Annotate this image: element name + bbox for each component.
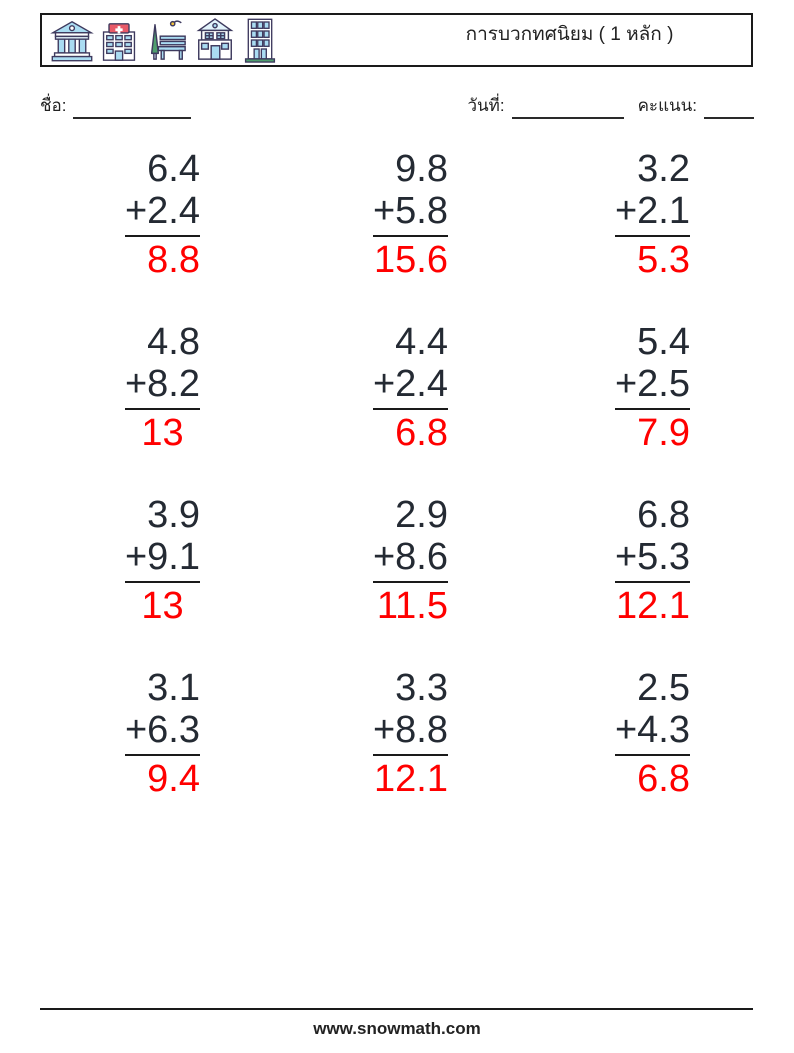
problem: 3.1 +6.3 9.4 xyxy=(24,667,272,800)
addend-top: 3.1 xyxy=(147,667,200,709)
footer-divider xyxy=(40,1008,753,1010)
addend-bottom: +6.3 xyxy=(124,709,200,756)
problem: 4.8 +8.2 13 xyxy=(24,321,272,454)
answer: 13 xyxy=(141,412,184,454)
addend-top: 6.8 xyxy=(637,494,690,536)
addend-bottom: +2.5 xyxy=(614,363,690,410)
addend-bottom: +2.4 xyxy=(372,363,448,410)
addend-top: 6.4 xyxy=(147,148,200,190)
date-field: วันที่: xyxy=(467,92,624,119)
addend-bottom: +9.1 xyxy=(124,536,200,583)
name-field: ชื่อ: xyxy=(40,92,192,119)
addend-bottom: +4.3 xyxy=(614,709,690,756)
office-building-icon xyxy=(242,17,278,63)
problem: 9.8 +5.8 15.6 xyxy=(272,148,520,281)
date-score-group: วันที่: คะแนน: xyxy=(467,92,754,119)
answer: 12.1 xyxy=(374,758,448,800)
addend-top: 4.4 xyxy=(395,321,448,363)
problem: 3.2 +2.1 5.3 xyxy=(520,148,768,281)
worksheet-header: การบวกทศนิยม ( 1 หลัก ) xyxy=(40,13,753,67)
date-blank-line xyxy=(511,102,624,119)
addend-top: 5.4 xyxy=(637,321,690,363)
bank-icon xyxy=(50,19,94,63)
answer: 11.5 xyxy=(376,585,448,627)
problem: 2.9 +8.6 11.5 xyxy=(272,494,520,627)
logo xyxy=(42,17,278,65)
school-icon xyxy=(193,17,237,63)
info-fields: ชื่อ: วันที่: คะแนน: xyxy=(40,92,754,119)
problem: 2.5 +4.3 6.8 xyxy=(520,667,768,800)
answer: 8.8 xyxy=(147,239,200,281)
addend-top: 2.9 xyxy=(395,494,448,536)
addend-bottom: +2.4 xyxy=(124,190,200,237)
answer: 6.8 xyxy=(637,758,690,800)
addend-top: 3.9 xyxy=(147,494,200,536)
answer: 6.8 xyxy=(395,412,448,454)
date-label: วันที่: xyxy=(467,96,505,115)
problem: 6.4 +2.4 8.8 xyxy=(24,148,272,281)
website-link[interactable]: www.snowmath.com xyxy=(313,1019,481,1038)
addend-top: 2.5 xyxy=(637,667,690,709)
addend-top: 3.2 xyxy=(637,148,690,190)
answer: 12.1 xyxy=(616,585,690,627)
addend-bottom: +8.6 xyxy=(372,536,448,583)
addend-top: 9.8 xyxy=(395,148,448,190)
problem: 3.3 +8.8 12.1 xyxy=(272,667,520,800)
problem: 4.4 +2.4 6.8 xyxy=(272,321,520,454)
addend-bottom: +8.2 xyxy=(124,363,200,410)
problem-grid: 6.4 +2.4 8.8 9.8 +5.8 15.6 3.2 +2.1 5.3 … xyxy=(24,148,768,800)
park-icon xyxy=(144,17,188,63)
problem: 5.4 +2.5 7.9 xyxy=(520,321,768,454)
addend-bottom: +2.1 xyxy=(614,190,690,237)
name-blank-line xyxy=(73,102,192,119)
name-label: ชื่อ: xyxy=(40,96,67,115)
addend-top: 3.3 xyxy=(395,667,448,709)
problem: 6.8 +5.3 12.1 xyxy=(520,494,768,627)
answer: 13 xyxy=(141,585,184,627)
worksheet-title: การบวกทศนิยม ( 1 หลัก ) xyxy=(465,24,674,45)
addend-bottom: +5.8 xyxy=(372,190,448,237)
score-blank-line xyxy=(704,102,754,119)
addend-bottom: +5.3 xyxy=(614,536,690,583)
score-label: คะแนน: xyxy=(637,96,697,115)
score-field: คะแนน: xyxy=(638,92,754,119)
problem: 3.9 +9.1 13 xyxy=(24,494,272,627)
addend-top: 4.8 xyxy=(147,321,200,363)
answer: 7.9 xyxy=(637,412,690,454)
answer: 15.6 xyxy=(374,239,448,281)
addend-bottom: +8.8 xyxy=(372,709,448,756)
hospital-icon xyxy=(99,21,139,63)
answer: 9.4 xyxy=(147,758,200,800)
answer: 5.3 xyxy=(637,239,690,281)
